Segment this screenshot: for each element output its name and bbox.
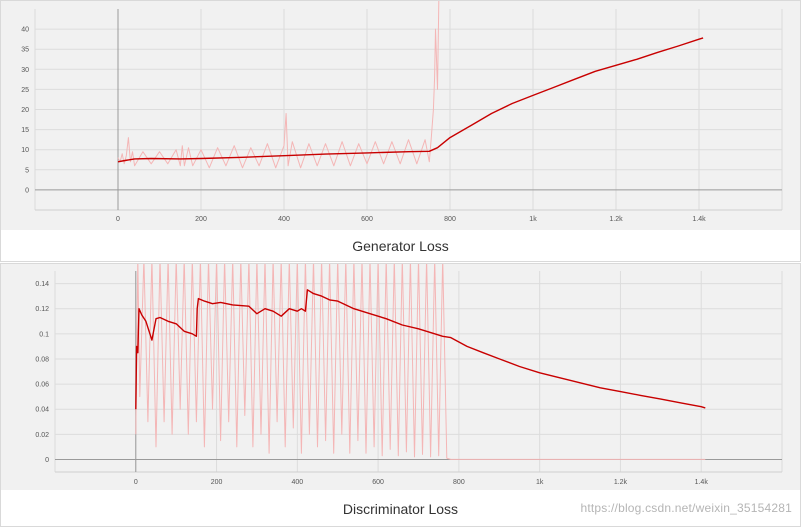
x-tick-label: 0 — [116, 216, 120, 223]
y-tick-label: 0.08 — [35, 356, 49, 363]
y-tick-label: 40 — [21, 27, 29, 34]
y-tick-label: 0 — [45, 457, 49, 464]
generator-loss-chart: 0 200 400 600 800 1k 1.2k 1.4k 0 5 10 15 20 25 30 35 40 — [21, 1, 783, 223]
y-tick-label: 0.06 — [35, 382, 49, 389]
watermark: https://blog.csdn.net/weixin_35154281 — [580, 501, 792, 515]
x-tick-label: 600 — [361, 216, 373, 223]
generator-loss-panel: 0 200 400 600 800 1k 1.2k 1.4k 0 5 10 15 20 25 30 35 40 … — [0, 0, 801, 262]
x-tick-label: 600 — [372, 479, 384, 486]
generator-loss-title: Generator Loss — [352, 238, 449, 254]
y-tick-label: 10 — [21, 147, 29, 154]
x-tick-label: 1.4k — [695, 479, 709, 486]
x-tick-label: 800 — [444, 216, 456, 223]
x-tick-label: 800 — [453, 479, 465, 486]
x-tick-label: 400 — [291, 479, 303, 486]
y-tick-label: 25 — [21, 87, 29, 94]
x-tick-label: 200 — [195, 216, 207, 223]
x-tick-label: 400 — [278, 216, 290, 223]
smoothed-loss-line — [135, 289, 706, 410]
x-tick-label: 0 — [134, 479, 138, 486]
y-tick-label: 0.1 — [39, 331, 49, 338]
y-tick-label: 20 — [21, 107, 29, 114]
discriminator-loss-panel: 0 200 400 600 800 1k 1.2k 1.4k 0 0.02 0.04 0.06 0.08… — [0, 263, 801, 527]
x-tick-label: 1.2k — [614, 479, 628, 486]
y-tick-label: 0.02 — [35, 432, 49, 439]
y-tick-label: 35 — [21, 47, 29, 54]
discriminator-loss-plot: 0 200 400 600 800 1k 1.2k 1.4k 0 0.02 0.04 0.06 0.08… — [1, 264, 800, 490]
discriminator-loss-chart: 0 200 400 600 800 1k 1.2k 1.4k 0 0.02 0.04 0.06 0.08… — [35, 264, 783, 486]
x-tick-label: 1k — [536, 479, 544, 486]
x-tick-label: 1k — [529, 216, 537, 223]
x-tick-label: 200 — [211, 479, 223, 486]
generator-loss-plot: 0 200 400 600 800 1k 1.2k 1.4k 0 5 10 15 20 25 30 35 40 — [1, 1, 800, 230]
discriminator-loss-title: Discriminator Loss — [342, 501, 459, 517]
y-tick-label: 30 — [21, 67, 29, 74]
smoothed-loss-line — [117, 37, 704, 163]
y-tick-label: 0.14 — [35, 281, 49, 288]
raw-loss-line — [117, 1, 440, 169]
x-tick-label: 1.4k — [692, 216, 706, 223]
y-tick-label: 15 — [21, 127, 29, 134]
y-tick-label: 0 — [25, 187, 29, 194]
y-tick-label: 5 — [25, 167, 29, 174]
y-tick-label: 0.12 — [35, 306, 49, 313]
x-tick-label: 1.2k — [609, 216, 623, 223]
raw-loss-line — [135, 264, 706, 460]
y-tick-label: 0.04 — [35, 407, 49, 414]
